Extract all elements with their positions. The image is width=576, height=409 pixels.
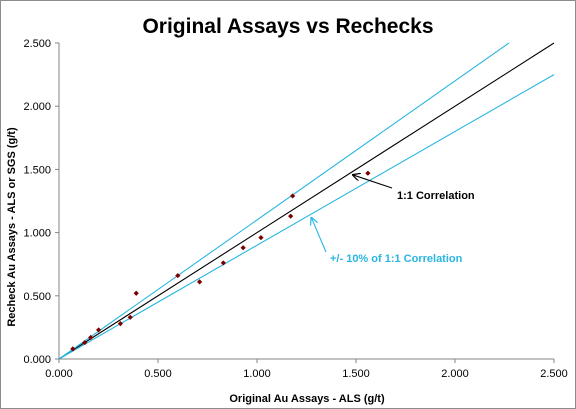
y-tick-label: 2.000 (23, 101, 51, 113)
y-tick-label: 1.000 (23, 228, 51, 240)
annotation-arrow (311, 218, 327, 253)
y-tick-label: 1.500 (23, 164, 51, 176)
x-tick-label: 0.500 (144, 368, 172, 380)
x-tick-label: 0.000 (45, 368, 73, 380)
reference-line-0 (58, 42, 555, 360)
data-point (70, 346, 76, 352)
reference-line-2 (58, 74, 555, 360)
data-point (88, 334, 94, 341)
annotation-arrow (353, 175, 393, 189)
data-point (365, 170, 371, 176)
x-tick-label: 2.500 (540, 368, 568, 380)
data-point (127, 314, 133, 320)
data-point (117, 321, 123, 327)
chart-title: Original Assays vs Rechecks (142, 15, 433, 38)
x-tick-label: 2.000 (441, 368, 469, 380)
data-point (133, 290, 139, 296)
reference-line-1 (58, 42, 510, 360)
data-point (290, 193, 296, 199)
data-point (258, 235, 264, 241)
y-tick-label: 0.000 (23, 354, 51, 366)
annotation-label: +/- 10% of 1:1 Correlation (330, 253, 463, 265)
plot-area: 0.000 0.500 1.000 1.500 2.000 2.500 0.000 0.500… (23, 38, 567, 380)
data-point (196, 279, 203, 285)
data-point (240, 245, 246, 251)
data-point (288, 213, 294, 219)
x-axis-label: Original Au Assays - ALS (g/t) (229, 393, 385, 405)
data-point (96, 327, 102, 333)
data-point (220, 260, 226, 266)
y-axis-label: Recheck Au Assays - ALS or SGS (g/t) (6, 127, 18, 327)
y-tick-label: 0.500 (23, 291, 51, 303)
x-tick-label: 1.000 (243, 368, 271, 380)
data-point (175, 272, 181, 279)
data-point (82, 339, 88, 346)
annotation-label: 1:1 Correlation (397, 190, 475, 202)
y-tick-label: 2.500 (23, 38, 51, 50)
x-tick-label: 1.500 (342, 368, 370, 380)
